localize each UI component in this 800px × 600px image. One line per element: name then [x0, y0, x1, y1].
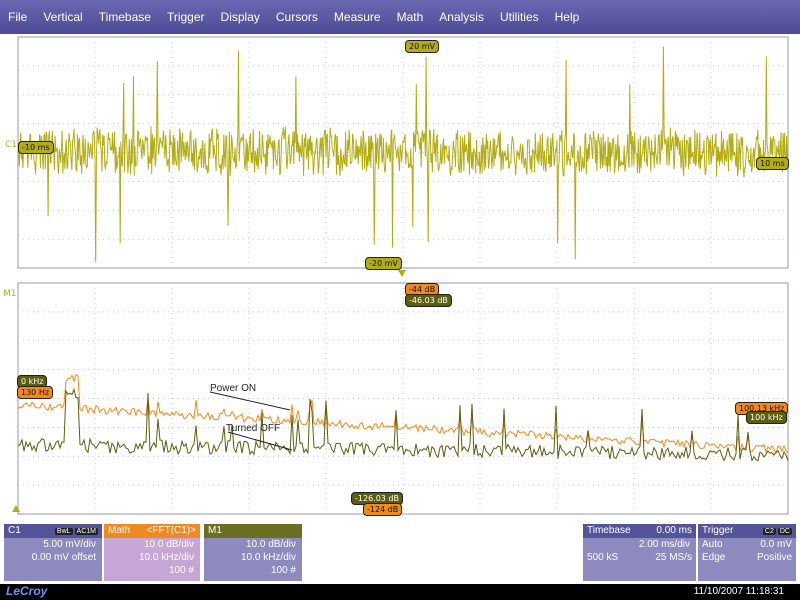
timebase-descriptor-panel[interactable]: Timebase 0.00 ms 2.00 ms/div 500 kS 25 M… [583, 524, 696, 581]
c1-left-time-label: -10 ms [18, 141, 54, 154]
timebase-rate: 25 MS/s [655, 552, 692, 563]
timebase-div: 2.00 ms/div [638, 539, 690, 550]
turned-off-leader-line [227, 431, 293, 451]
c1-descriptor-panel[interactable]: C1 BwL AC1M 5.00 mV/div 0.00 mV offset [4, 524, 102, 581]
trigger-level-marker [12, 505, 20, 512]
menu-bar: File Vertical Timebase Trigger Display C… [0, 0, 800, 34]
m1-top-db-label: -46.03 dB [405, 294, 452, 307]
trigger-slope: Positive [756, 552, 792, 563]
math-panel-title: Math [108, 525, 131, 536]
menu-file[interactable]: File [8, 10, 28, 24]
menu-help[interactable]: Help [554, 10, 580, 24]
c1-right-time-label: 10 ms [756, 157, 789, 170]
date-time: 11/10/2007 11:18:31 [693, 586, 784, 597]
menu-utilities[interactable]: Utilities [499, 10, 539, 24]
math-function: <FFT(C1)> [146, 525, 196, 536]
math-averages: 100 # [168, 565, 194, 576]
trigger-descriptor-panel[interactable]: Trigger C2 DC Auto 0.0 mV Edge Positive [698, 524, 796, 581]
c1-channel-marker: C1 [5, 140, 18, 150]
math-db-div: 10.0 dB/div [143, 539, 194, 550]
menu-vertical[interactable]: Vertical [43, 10, 83, 24]
timebase-samples: 500 kS [587, 552, 619, 563]
fft-power-on-trace [17, 373, 789, 455]
c1-bottom-voltage-label: -20 mV [365, 257, 402, 270]
m1-averages: 100 # [270, 565, 296, 576]
c1-panel-title: C1 [8, 525, 21, 536]
timebase-panel-title: Timebase [587, 525, 631, 536]
turned-off-annotation: Turned OFF [226, 423, 281, 434]
menu-analysis[interactable]: Analysis [439, 10, 484, 24]
trigger-source-badge: C2 [762, 527, 776, 535]
math-left-freq-label: 130 Hz [17, 386, 54, 399]
fft-turned-off-trace [17, 387, 789, 462]
trigger-level: 0.0 mV [760, 539, 792, 550]
math-khz-div: 10.0 kHz/div [138, 552, 194, 563]
power-on-annotation: Power ON [210, 383, 257, 394]
math-bottom-db-label: -124 dB [363, 503, 403, 516]
trigger-point-marker [398, 270, 406, 277]
m1-descriptor-panel[interactable]: M1 10.0 dB/div 10.0 kHz/div 100 # [204, 524, 302, 581]
m1-khz-div: 10.0 kHz/div [240, 552, 296, 563]
power-on-leader-line [209, 391, 291, 411]
menu-display[interactable]: Display [220, 10, 260, 24]
menu-math[interactable]: Math [396, 10, 424, 24]
math-descriptor-panel[interactable]: Math <FFT(C1)> 10.0 dB/div 10.0 kHz/div … [104, 524, 200, 581]
menu-trigger[interactable]: Trigger [166, 10, 205, 24]
c1-offset: 0.00 mV offset [31, 552, 96, 563]
lecroy-logo: LeCroy [6, 584, 48, 598]
trigger-type: Edge [702, 552, 726, 563]
trigger-panel-title: Trigger [702, 525, 734, 536]
bwl-badge: BwL [54, 527, 73, 535]
c1-waveform [17, 46, 788, 262]
c1-vdiv: 5.00 mV/div [43, 539, 96, 550]
trigger-mode: Auto [702, 539, 723, 550]
menu-timebase[interactable]: Timebase [98, 10, 151, 24]
m1-channel-marker: M1 [3, 289, 17, 299]
c1-top-voltage-label: 20 mV [405, 40, 439, 53]
trigger-coupling-badge: DC [777, 527, 792, 535]
status-bar: LeCroy 11/10/2007 11:18:31 [0, 584, 800, 600]
menu-measure[interactable]: Measure [333, 10, 381, 24]
m1-db-div: 10.0 dB/div [245, 539, 296, 550]
menu-cursors[interactable]: Cursors [275, 10, 318, 24]
coupling-badge: AC1M [74, 527, 98, 535]
m1-right-freq-label: 100 kHz [746, 411, 787, 424]
m1-panel-title: M1 [208, 525, 222, 536]
timebase-delay: 0.00 ms [656, 525, 692, 536]
